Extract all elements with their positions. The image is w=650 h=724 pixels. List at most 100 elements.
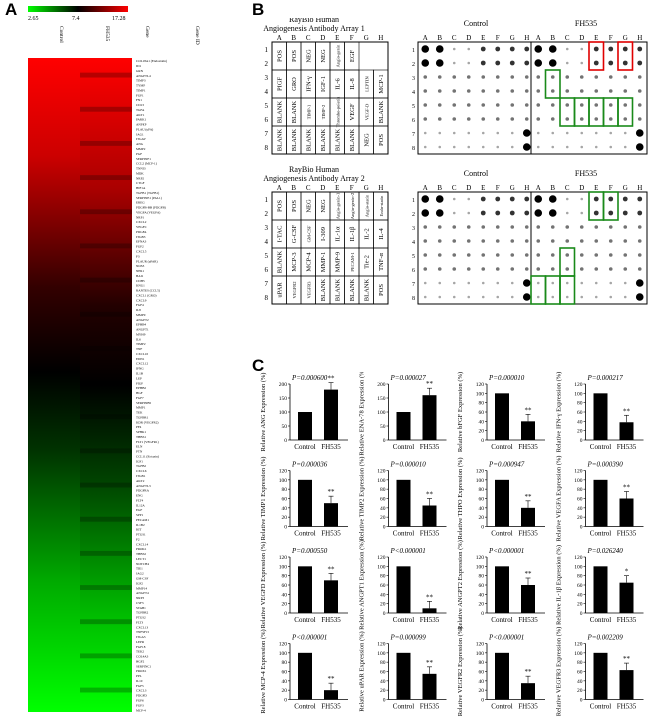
- blot-spot: [481, 89, 486, 93]
- array-row-label: 5: [265, 252, 269, 260]
- blot-spot: [536, 225, 541, 229]
- y-tick-label: 80: [479, 401, 485, 407]
- array-row-label: 5: [412, 254, 415, 260]
- blot-spot: [481, 253, 486, 257]
- p-value: P=0.000010: [390, 461, 427, 469]
- y-tick-label: 80: [577, 401, 583, 407]
- gene-label: PLAU (uPA): [136, 127, 153, 131]
- blot-spot: [524, 103, 529, 107]
- array-cell-label: I-TAC: [276, 226, 283, 243]
- x-tick-label: Control: [294, 703, 315, 711]
- array-cell-label: LEPTIN: [364, 76, 369, 92]
- blot-spot: [423, 253, 428, 257]
- gene-label: ITGB3: [136, 235, 146, 239]
- blot-spot: [579, 267, 584, 271]
- blot-spot: [495, 253, 500, 257]
- y-tick-label: 80: [380, 660, 386, 666]
- array-cell-label: VEGFR3: [306, 281, 311, 299]
- array-row-label: 7: [265, 130, 269, 138]
- x-tick-label: FH535: [420, 616, 440, 624]
- y-tick-label: 0: [383, 698, 386, 704]
- gene-label: IGF2: [136, 581, 143, 585]
- blot-spot: [593, 60, 599, 66]
- x-tick-label: FH535: [518, 703, 538, 711]
- y-tick-label: 100: [476, 478, 485, 484]
- array-row-label: 6: [412, 268, 415, 274]
- gene-label: EREG: [136, 201, 145, 205]
- gene-label: HGF2: [136, 659, 145, 663]
- array-row-label: 4: [412, 240, 415, 246]
- bar: [495, 393, 509, 440]
- gene-label: FLT3: [136, 620, 144, 624]
- blot-spot: [467, 211, 471, 215]
- gene-label: ANGPT4: [136, 591, 149, 595]
- blot-spot: [510, 239, 515, 243]
- blot-spot: [609, 281, 613, 285]
- y-tick-label: 0: [383, 438, 386, 444]
- blot-spot: [495, 239, 500, 243]
- x-tick-label: Control: [294, 530, 315, 538]
- blot-spot: [565, 225, 570, 229]
- bar: [422, 395, 437, 440]
- bar-chart: Relative TIMP1 Expression (%) P=0.000036 0…: [260, 457, 348, 540]
- y-tick-label: 60: [479, 410, 485, 416]
- heatmap-row-band: [80, 619, 132, 625]
- blot-spot: [565, 61, 569, 65]
- y-tick-label: 0: [580, 611, 583, 617]
- bar-chart: Relative IFN-γ Expression (%) P=0.000217 0…: [556, 372, 644, 452]
- heatmap-row-band: [80, 175, 132, 181]
- y-tick-label: 0: [383, 611, 386, 617]
- scale-mid-label: 7.4: [72, 16, 80, 22]
- blot-spot: [548, 209, 557, 217]
- y-tick-label: 40: [282, 679, 288, 685]
- array-cell-label: POS: [291, 50, 298, 62]
- x-tick-label: FH535: [617, 703, 637, 711]
- y-tick-label: 120: [377, 642, 386, 648]
- y-tick-label: 20: [282, 688, 288, 694]
- gene-label: CXCL10: [136, 352, 148, 356]
- gene-label: MYH9: [136, 332, 146, 336]
- bar: [521, 585, 535, 613]
- bar: [396, 412, 411, 440]
- array-col-label: B: [437, 34, 442, 42]
- p-value: P=0.000390: [587, 461, 624, 469]
- gene-label: PF4: [136, 425, 142, 429]
- gene-label: FGF3: [136, 703, 144, 707]
- blot-spot: [437, 253, 442, 257]
- y-tick-label: 40: [479, 419, 485, 425]
- gene-label: CTGF: [136, 181, 145, 185]
- y-tick-label: 20: [577, 429, 583, 435]
- array-cell-label: MCP-3: [291, 252, 298, 271]
- array-cell-label: IL-4: [378, 227, 385, 239]
- y-tick-label: 100: [574, 391, 583, 397]
- array-cell-label: BLANK: [276, 101, 283, 124]
- panel-letter-c: C: [252, 356, 265, 375]
- blot-spot: [452, 281, 456, 285]
- color-scale-bar: [28, 6, 128, 12]
- array-col-label: E: [594, 34, 598, 42]
- blot-spot: [510, 131, 514, 135]
- array-cell-label: VEGFR2: [292, 281, 297, 298]
- heatmap-row-band: [80, 687, 132, 693]
- array-fh535-label: FH535: [575, 169, 597, 178]
- array-cell-label: BLANK: [334, 279, 341, 302]
- blot-spot: [594, 131, 598, 135]
- x-tick-label: Control: [590, 530, 611, 538]
- array-col-label: C: [452, 34, 457, 42]
- blot-spot: [594, 267, 599, 271]
- blot-spot: [452, 89, 457, 93]
- bar: [422, 673, 437, 700]
- y-tick-label: 150: [279, 396, 288, 402]
- blot-spot: [481, 295, 485, 299]
- blot-spot: [524, 225, 529, 229]
- y-tick-label: 20: [479, 688, 485, 694]
- bar-chart-ylabel: Relative VEGFR3 Expression (%): [556, 627, 563, 717]
- heatmap-row-band: [80, 106, 132, 112]
- gene-label: IL6: [136, 337, 141, 341]
- blot-spot: [551, 145, 555, 149]
- gene-label: TGFB2: [136, 464, 146, 468]
- blot-spot: [593, 210, 599, 216]
- y-tick-label: 0: [580, 525, 583, 531]
- y-tick-label: 100: [377, 564, 386, 570]
- blot-spot: [637, 253, 642, 257]
